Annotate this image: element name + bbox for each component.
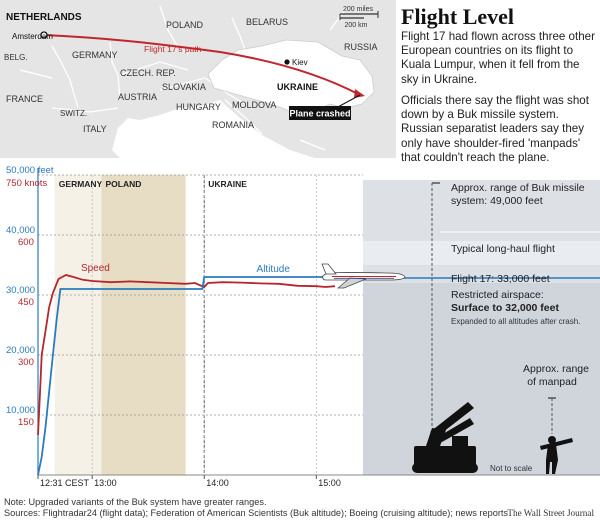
country-austria: AUSTRIA [118, 92, 157, 102]
altitude-tick-label: 10,000 [6, 405, 35, 416]
crash-box [289, 106, 351, 120]
footer-credit: The Wall Street Journal [507, 508, 594, 518]
buk-launcher-icon [412, 402, 478, 473]
speed-tick-label: 300 [18, 357, 34, 368]
country-switzerland: SWITZ. [60, 109, 87, 118]
buk-range-value-text: system: 49,000 feet [451, 195, 543, 207]
intro-paragraph: Flight 17 had flown across three other E… [401, 30, 595, 86]
altitude-tick-label: 30,000 [6, 285, 35, 296]
map-borders [19, 5, 346, 151]
long-haul-label: Typical long-haul flight [451, 243, 555, 255]
band-germany [54, 175, 102, 475]
restricted-note: Expanded to all altitudes after crash. [451, 317, 580, 326]
country-france: FRANCE [6, 94, 43, 104]
speed-axis-label: 750 knots [6, 178, 47, 189]
country-czech: CZECH. REP. [120, 68, 176, 78]
city-kiev: Kiev [292, 58, 308, 67]
country-romania: ROMANIA [212, 120, 254, 130]
x-tick-label: 15:00 [318, 478, 341, 488]
scale-km: 200 km [345, 22, 368, 29]
flight-path-arrow [354, 89, 365, 98]
headline: Flight Level [401, 4, 515, 29]
series-label-altitude: Altitude [257, 264, 291, 275]
kiev-marker [284, 59, 290, 65]
x-tick-label: 14:00 [206, 478, 229, 488]
buk-range-value: system: 49,000 feet [451, 195, 543, 207]
altitude-axis-label: 50,000 feet [6, 165, 54, 176]
speed-tick-label: 450 [18, 297, 34, 308]
manpad-label-2: of manpad [527, 376, 577, 388]
flight17-label: Flight 17: 33,000 feet [451, 273, 550, 285]
manpad-soldier-icon [540, 436, 573, 474]
country-belarus: BELARUS [246, 17, 288, 27]
x-tick-label: 12:31 CEST [40, 478, 90, 488]
country-hungary: HUNGARY [176, 102, 221, 112]
country-russia: RUSSIA [344, 42, 378, 52]
not-to-scale: Not to scale [490, 464, 533, 473]
band-label-poland: POLAND [106, 179, 142, 189]
flight-path-line [43, 34, 361, 96]
amsterdam-marker [40, 31, 48, 39]
country-italy: ITALY [83, 124, 107, 134]
manpad-label-1: Approx. range [523, 363, 589, 375]
map-scale: 200 miles 200 km [339, 6, 379, 29]
country-netherlands: NETHERLANDS [6, 12, 82, 23]
plane-icon [321, 263, 406, 289]
country-slovakia: SLOVAKIA [162, 82, 206, 92]
footer-sources: Sources: Flightradar24 (flight data); Fe… [4, 508, 509, 518]
map-route [43, 34, 365, 98]
flight-level-chart: GERMANY POLAND UKRAINE 10,00020,00030,0004… [6, 165, 600, 488]
country-moldova: MOLDOVA [232, 100, 276, 110]
altitude-tick-label: 40,000 [6, 225, 35, 236]
buk-range-label: Approx. range of Buk missile [451, 182, 585, 194]
x-tick-label: 13:00 [94, 478, 117, 488]
speed-tick-label: 600 [18, 237, 34, 248]
series-label-speed: Speed [81, 263, 110, 274]
series-altitude [37, 276, 335, 476]
band-label-ukraine: UKRAINE [208, 179, 247, 189]
officials-paragraph: Officials there say the flight was shot … [401, 94, 589, 164]
crash-label: Plane crashed [289, 109, 350, 119]
crash-leader [335, 94, 361, 109]
map-ukraine [207, 39, 375, 115]
map: Plane crashed NETHERLANDS POLAND BELARUS… [0, 0, 396, 158]
city-amsterdam: Amsterdam [12, 32, 53, 41]
band-label-germany: GERMANY [59, 179, 103, 189]
speed-tick-label: 150 [18, 417, 34, 428]
country-ukraine: UKRAINE [277, 82, 318, 92]
scale-miles: 200 miles [343, 6, 373, 13]
altitude-tick-label: 20,000 [6, 345, 35, 356]
country-belgium: BELG. [4, 53, 28, 62]
band-ukraine [204, 175, 354, 475]
country-germany: GERMANY [72, 50, 118, 60]
flight-path-label: Flight 17's path [144, 44, 202, 54]
country-poland: POLAND [166, 20, 204, 30]
restricted-value: Surface to 32,000 feet [451, 302, 559, 314]
band-poland [101, 175, 186, 475]
long-haul-zone [363, 241, 600, 265]
footer-note: Note: Upgraded variants of the Buk syste… [4, 497, 267, 507]
series-speed [37, 274, 336, 436]
restricted-label: Restricted airspace: [451, 289, 544, 301]
